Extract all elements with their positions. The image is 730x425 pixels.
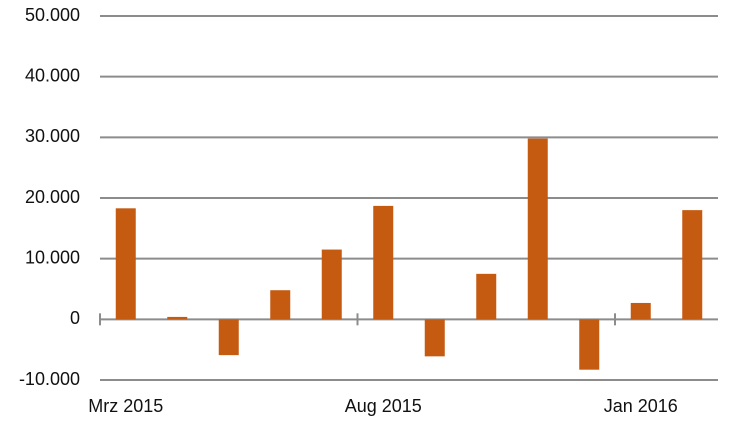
- x-tick-label: Aug 2015: [345, 396, 422, 416]
- y-tick-label: -10.000: [19, 369, 80, 389]
- bar: [476, 273, 497, 320]
- bar: [424, 319, 445, 357]
- y-tick-label: 40.000: [25, 65, 80, 85]
- bar: [527, 138, 548, 320]
- y-tick-label: 20.000: [25, 187, 80, 207]
- bar: [630, 302, 651, 320]
- y-tick-label: 10.000: [25, 247, 80, 267]
- bar: [579, 319, 600, 370]
- x-tick-label: Mrz 2015: [88, 396, 163, 416]
- bar: [167, 316, 188, 320]
- bar: [218, 319, 239, 356]
- y-tick-label: 30.000: [25, 126, 80, 146]
- bar: [270, 290, 291, 320]
- y-tick-label: 50.000: [25, 5, 80, 25]
- bar: [682, 210, 703, 320]
- bar: [321, 249, 342, 320]
- bar: [373, 205, 394, 320]
- y-tick-label: 0: [70, 308, 80, 328]
- bar: [115, 208, 136, 320]
- x-tick-label: Jan 2016: [604, 396, 678, 416]
